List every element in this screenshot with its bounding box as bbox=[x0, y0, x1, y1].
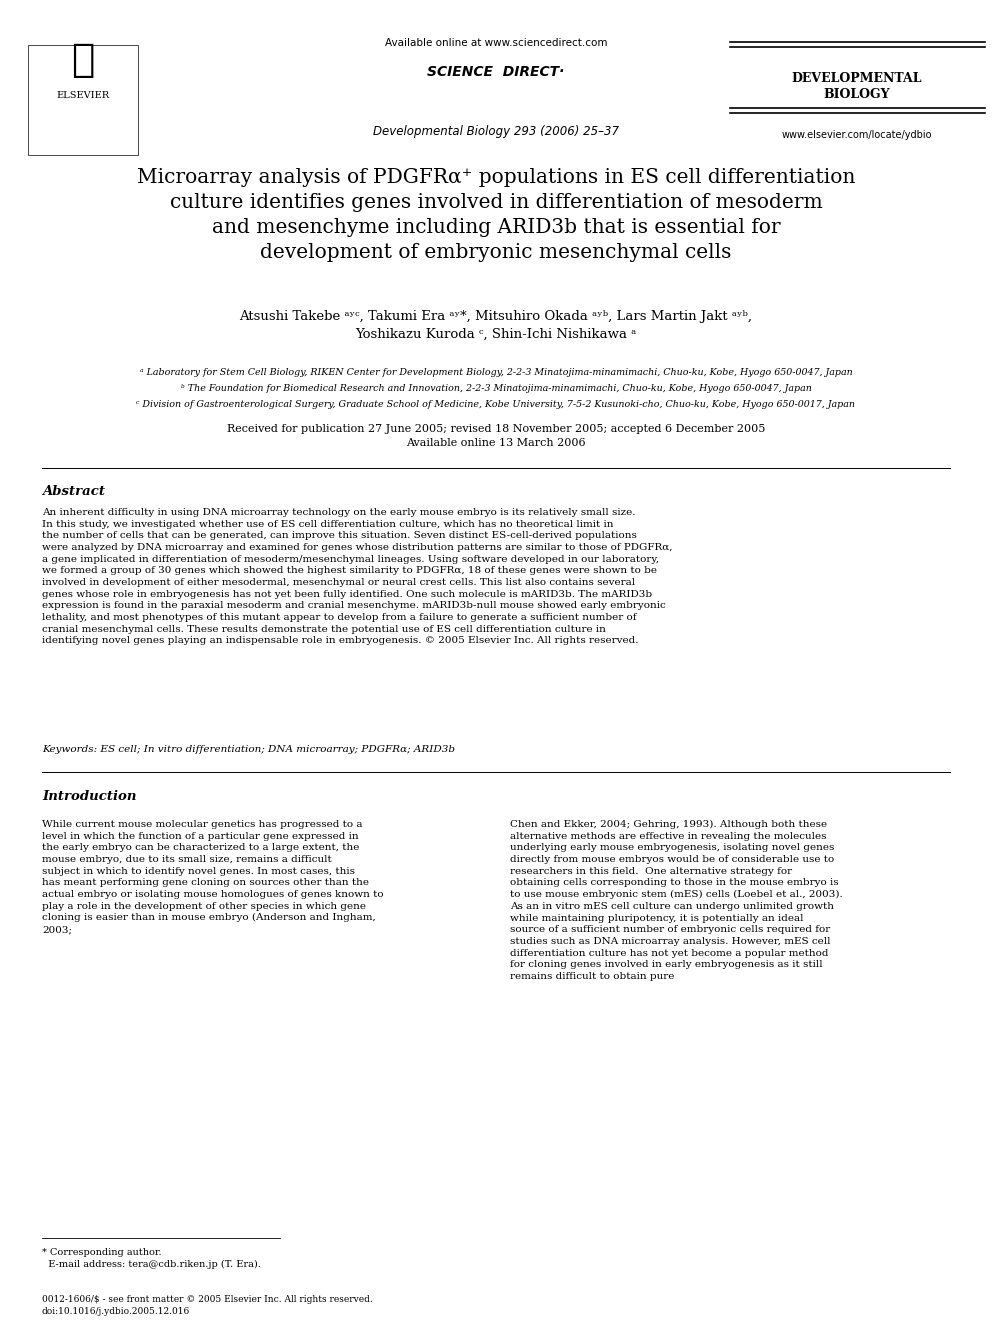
Text: Developmental Biology 293 (2006) 25–37: Developmental Biology 293 (2006) 25–37 bbox=[373, 124, 619, 138]
Text: * Corresponding author.
  E-mail address: tera@cdb.riken.jp (T. Era).: * Corresponding author. E-mail address: … bbox=[42, 1248, 261, 1269]
Text: ᵇ The Foundation for Biomedical Research and Innovation, 2-2-3 Minatojima-minami: ᵇ The Foundation for Biomedical Research… bbox=[181, 384, 811, 393]
Text: ELSEVIER: ELSEVIER bbox=[57, 90, 109, 99]
Text: 🌳: 🌳 bbox=[71, 41, 94, 79]
Text: Abstract: Abstract bbox=[42, 486, 105, 497]
Text: ᵃ Laboratory for Stem Cell Biology, RIKEN Center for Development Biology, 2-2-3 : ᵃ Laboratory for Stem Cell Biology, RIKE… bbox=[140, 368, 852, 377]
Text: BIOLOGY: BIOLOGY bbox=[823, 89, 890, 101]
Text: Keywords: ES cell; In vitro differentiation; DNA microarray; PDGFRα; ARID3b: Keywords: ES cell; In vitro differentiat… bbox=[42, 745, 455, 754]
Text: Received for publication 27 June 2005; revised 18 November 2005; accepted 6 Dece: Received for publication 27 June 2005; r… bbox=[227, 423, 765, 448]
Text: DEVELOPMENTAL: DEVELOPMENTAL bbox=[792, 71, 923, 85]
Text: Chen and Ekker, 2004; Gehring, 1993). Although both these
alternative methods ar: Chen and Ekker, 2004; Gehring, 1993). Al… bbox=[510, 820, 843, 980]
Text: Microarray analysis of PDGFRα⁺ populations in ES cell differentiation
culture id: Microarray analysis of PDGFRα⁺ populatio… bbox=[137, 168, 855, 262]
Text: An inherent difficulty in using DNA microarray technology on the early mouse emb: An inherent difficulty in using DNA micr… bbox=[42, 508, 673, 646]
Text: Atsushi Takebe ᵃʸᶜ, Takumi Era ᵃʸ*, Mitsuhiro Okada ᵃʸᵇ, Lars Martin Jakt ᵃʸᵇ,
Y: Atsushi Takebe ᵃʸᶜ, Takumi Era ᵃʸ*, Mits… bbox=[239, 310, 753, 341]
FancyBboxPatch shape bbox=[28, 45, 138, 155]
Text: While current mouse molecular genetics has progressed to a
level in which the fu: While current mouse molecular genetics h… bbox=[42, 820, 384, 934]
Text: SCIENCE  DIRECT·: SCIENCE DIRECT· bbox=[428, 65, 564, 79]
Text: ᶜ Division of Gastroenterological Surgery, Graduate School of Medicine, Kobe Uni: ᶜ Division of Gastroenterological Surger… bbox=[137, 400, 855, 409]
Text: 0012-1606/$ - see front matter © 2005 Elsevier Inc. All rights reserved.
doi:10.: 0012-1606/$ - see front matter © 2005 El… bbox=[42, 1295, 373, 1316]
Text: Introduction: Introduction bbox=[42, 790, 137, 803]
Text: Available online at www.sciencedirect.com: Available online at www.sciencedirect.co… bbox=[385, 38, 607, 48]
Text: www.elsevier.com/locate/ydbio: www.elsevier.com/locate/ydbio bbox=[782, 130, 932, 140]
